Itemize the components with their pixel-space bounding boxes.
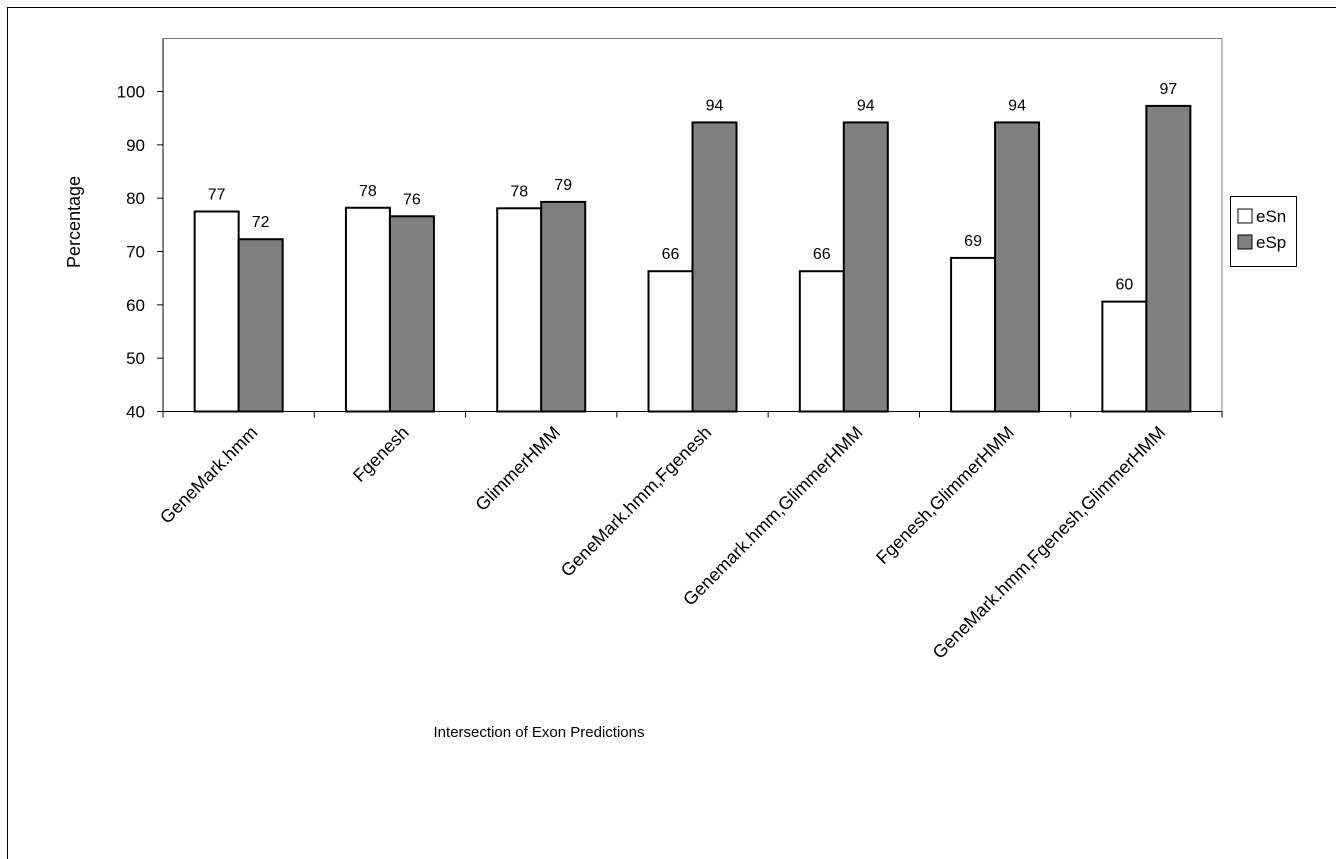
bar-esp — [994, 121, 1041, 413]
legend-swatch-esp — [1237, 234, 1253, 250]
data-label-esn: 77 — [208, 187, 226, 204]
y-tick-label: 90 — [126, 136, 145, 155]
bar-esp — [237, 238, 284, 413]
bar-esn — [344, 206, 391, 413]
y-tick-label: 80 — [126, 189, 145, 208]
y-tick-label: 50 — [126, 349, 145, 368]
bar-esn — [950, 256, 997, 413]
x-category-label: GeneMark.hmm — [156, 422, 261, 527]
y-tick-label: 60 — [126, 296, 145, 315]
data-label-esp: 79 — [554, 177, 572, 194]
y-tick-label: 40 — [126, 403, 145, 422]
data-label-esn: 66 — [662, 246, 680, 263]
x-category-label: Fgenesh,GlimmerHMM — [872, 422, 1018, 568]
x-category-label: GlimmerHMM — [471, 422, 564, 515]
bar-esp — [388, 215, 435, 413]
bar-esp — [1145, 104, 1192, 413]
data-label-esp: 76 — [403, 191, 421, 208]
data-label-esp: 72 — [252, 214, 270, 231]
legend-label-esp: eSp — [1256, 233, 1286, 252]
bar-esn — [798, 270, 845, 413]
bar-esn — [1101, 300, 1148, 413]
outer-border — [7, 7, 1336, 859]
x-category-label: GeneMark.hmm,Fgenesh,GlimmerHMM — [929, 422, 1169, 662]
data-label-esn: 78 — [359, 183, 377, 200]
bar-esn — [647, 270, 694, 413]
y-tick-label: 100 — [117, 83, 145, 102]
data-label-esp: 94 — [857, 97, 875, 114]
data-label-esp: 94 — [706, 97, 724, 114]
x-category-label: GeneMark.hmm,Fgenesh — [557, 422, 715, 580]
y-tick-label: 70 — [126, 243, 145, 262]
legend-swatch-esn — [1237, 208, 1253, 224]
bar-esp — [540, 200, 587, 413]
bar-esp — [691, 121, 738, 413]
data-label-esn: 69 — [964, 233, 982, 250]
data-label-esp: 94 — [1008, 97, 1026, 114]
x-category-label: Genemark.hmm,GlimmerHMM — [679, 422, 866, 609]
data-label-esp: 97 — [1159, 81, 1177, 98]
legend-label-esn: eSn — [1256, 207, 1286, 226]
y-axis-title: Percentage — [64, 176, 84, 268]
x-axis-title: Intersection of Exon Predictions — [434, 724, 645, 741]
bar-esn — [496, 207, 543, 413]
legend-box — [1230, 196, 1297, 267]
data-label-esn: 78 — [510, 183, 528, 200]
legend: eSn eSp — [1230, 196, 1297, 267]
bar-esn — [193, 210, 240, 413]
x-category-label: Fgenesh — [349, 422, 413, 486]
bar-esp — [842, 121, 889, 413]
data-label-esn: 66 — [813, 246, 831, 263]
data-label-esn: 60 — [1115, 277, 1133, 294]
